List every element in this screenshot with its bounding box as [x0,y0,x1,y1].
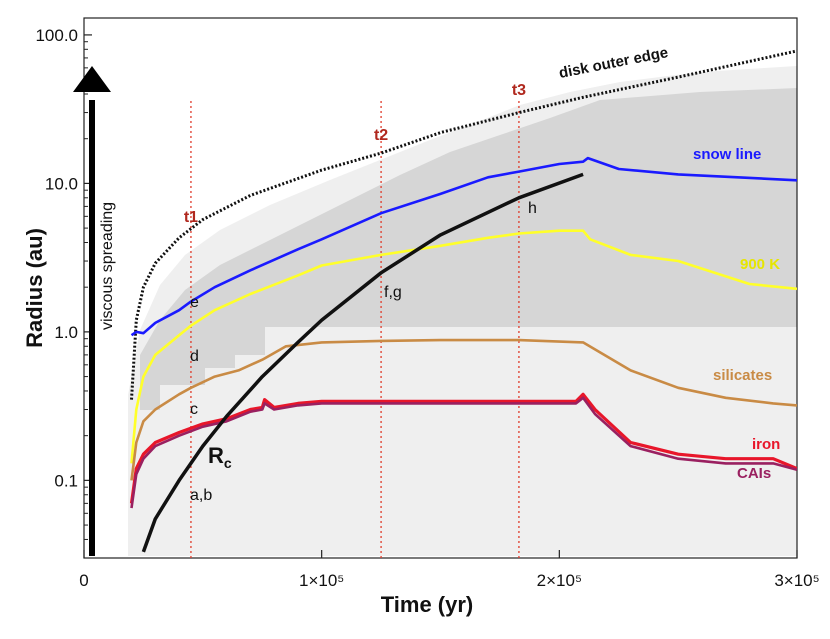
point-label-c: c [190,401,198,418]
x-tick-label: 1×10⁵ [299,571,344,590]
dark-region [140,88,797,410]
viscous-spreading-arrow: viscous spreading [73,66,116,556]
rc-label-main: R [208,443,224,468]
time-marker-label-t2: t2 [374,127,388,144]
label-900k: 900 K [740,256,780,273]
arrow-label: viscous spreading [99,202,116,330]
point-label-fg: f,g [384,284,402,301]
rc-label: Rc [208,443,232,471]
arrow-head-icon [73,66,111,92]
x-tick-label: 2×10⁵ [537,571,582,590]
series-cais [130,396,797,509]
x-ticks: 0 1×10⁵ 2×10⁵ 3×10⁵ [79,550,820,590]
time-marker-label-t1: t1 [184,209,198,226]
label-cais: CAIs [737,465,771,482]
point-label-h: h [528,200,537,217]
shaded-regions [128,66,797,556]
x-tick-label: 3×10⁵ [774,571,819,590]
y-axis-title: Radius (au) [22,228,47,348]
y-tick-label: 1.0 [54,323,78,342]
point-label-ab: a,b [190,487,212,504]
x-axis-title: Time (yr) [381,592,474,617]
y-tick-label: 100.0 [35,26,78,45]
label-snow-line: snow line [693,146,761,163]
point-label-e: e [190,294,199,311]
series-snow-line [130,156,797,337]
rc-label-sub: c [224,455,232,471]
series-disk-outer-edge [130,49,797,400]
label-iron: iron [752,436,780,453]
point-label-d: d [190,348,199,365]
label-silicates: silicates [713,367,772,384]
y-tick-label: 10.0 [45,174,78,193]
time-marker-label-t3: t3 [512,82,526,99]
series-rc [141,172,584,553]
series-900-k [130,229,797,464]
time-markers [190,100,520,558]
series-silicates [130,338,797,481]
y-tick-label: 0.1 [54,471,78,490]
series-group [129,49,797,553]
y-ticks: 0.1 1.0 10.0 100.0 [35,26,92,559]
series-iron [129,392,797,504]
label-disk-outer-edge: disk outer edge [558,44,670,82]
x-tick-label: 0 [79,571,88,590]
